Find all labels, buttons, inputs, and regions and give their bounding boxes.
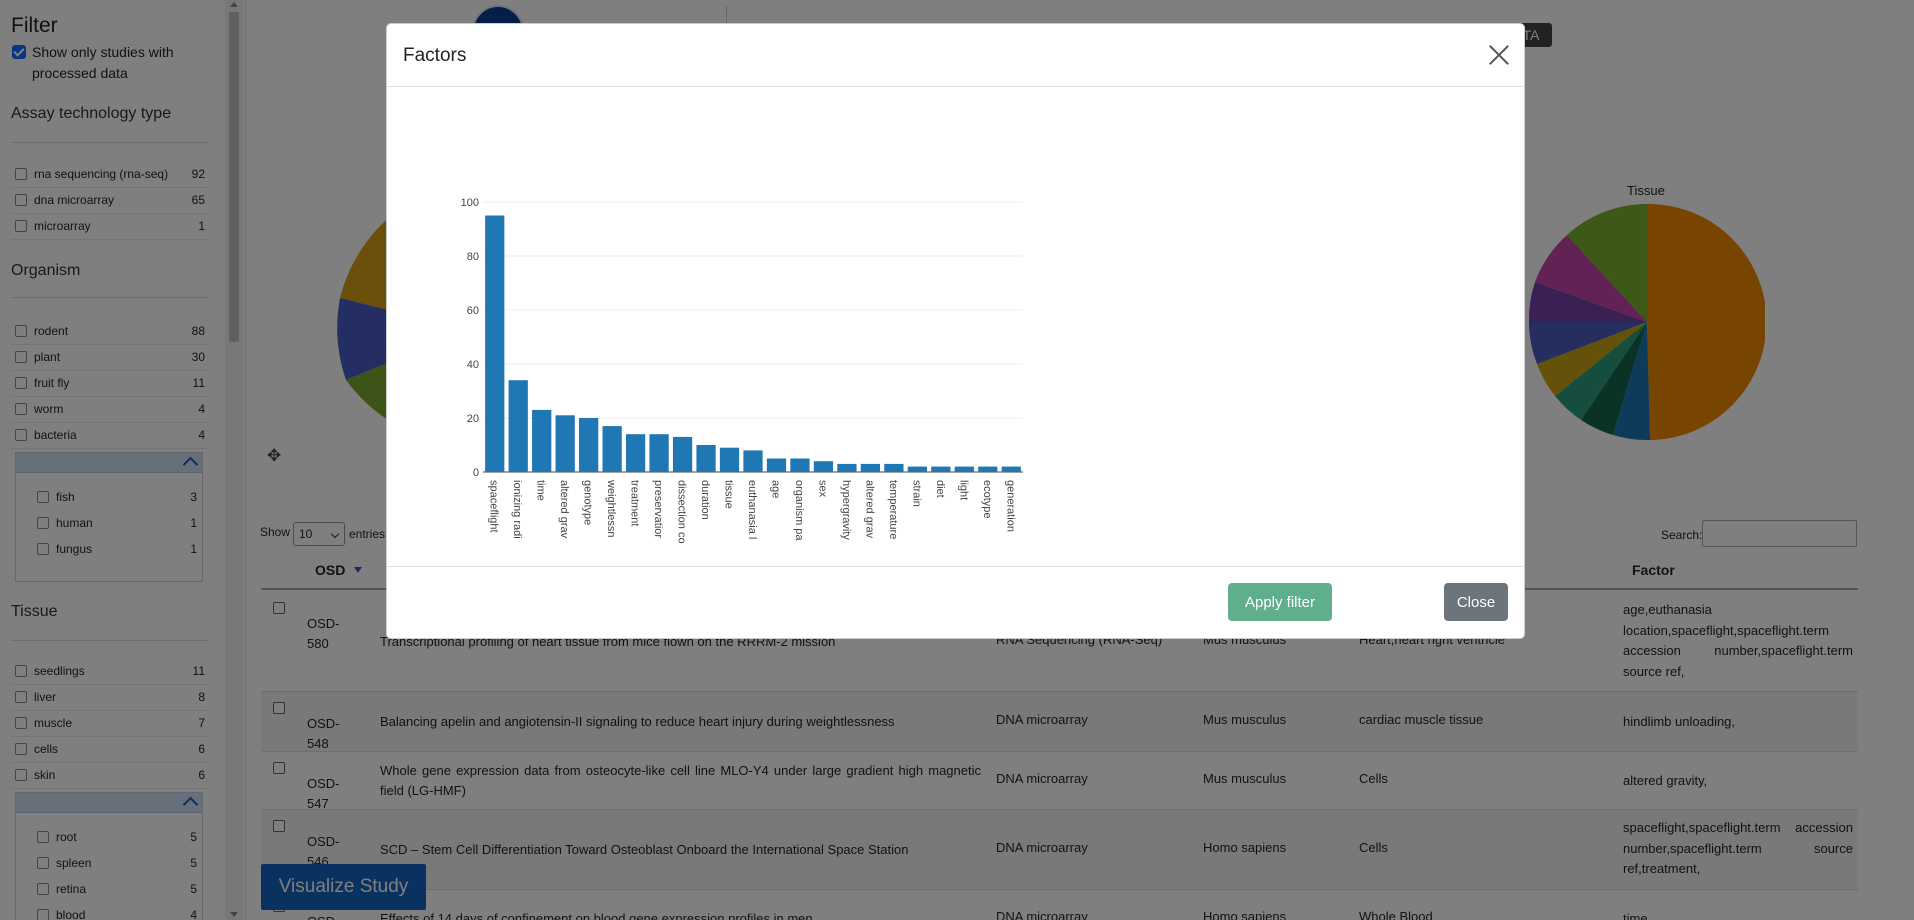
close-icon[interactable] <box>1488 44 1510 66</box>
x-tick-label: altered grav <box>558 480 570 539</box>
x-tick-label: age <box>769 480 781 498</box>
bar-6 <box>625 434 646 472</box>
x-tick-label: hypergravity <box>840 480 852 540</box>
factors-bar-chart: 0 20 40 60 80 100 spaceflight ionizing radi time… <box>461 197 1023 544</box>
bar-12 <box>766 458 787 472</box>
x-tick-label: time <box>535 480 547 501</box>
bar-15 <box>837 463 857 472</box>
bar-14 <box>813 461 834 472</box>
bar-9 <box>696 445 716 472</box>
x-tick-label: light <box>957 480 969 500</box>
y-tick-label: 40 <box>467 359 479 371</box>
x-tick-label: temperature <box>887 480 899 539</box>
y-tick-label: 0 <box>473 467 479 479</box>
modal-header: Factors <box>387 24 1524 87</box>
bar-2 <box>532 409 552 472</box>
x-tick-label: dissection co <box>676 480 688 544</box>
apply-filter-button[interactable]: Apply filter <box>1228 583 1332 621</box>
x-tick-label: generation <box>1004 480 1016 532</box>
x-tick-label: preservatior <box>652 480 664 538</box>
modal-footer: Apply filter Close <box>387 566 1524 638</box>
x-tick-label: organism pa <box>793 480 805 541</box>
bar-4 <box>579 418 599 472</box>
modal-title: Factors <box>403 45 467 66</box>
bar-11 <box>743 450 763 472</box>
bar-21 <box>978 466 998 472</box>
y-tick-label: 60 <box>467 305 479 317</box>
bar-16 <box>860 463 881 472</box>
bar-18 <box>907 466 927 472</box>
bar-17 <box>884 463 904 472</box>
factors-modal: Factors 0 20 40 60 80 100 spaceflight ionizing … <box>386 23 1525 639</box>
x-tick-label: tissue <box>723 480 735 509</box>
close-button[interactable]: Close <box>1444 583 1508 621</box>
x-tick-label: treatment <box>629 480 641 526</box>
bar-10 <box>719 447 740 472</box>
y-tick-label: 100 <box>461 197 479 209</box>
bar-0 <box>485 215 505 472</box>
bar-8 <box>672 436 693 472</box>
bar-7 <box>649 434 669 472</box>
x-tick-label: ionizing radi <box>511 480 523 539</box>
bar-1 <box>508 380 528 472</box>
y-tick-label: 80 <box>467 251 479 263</box>
x-tick-label: euthanasia l <box>746 480 758 539</box>
x-tick-label: strain <box>910 480 922 507</box>
x-tick-label: sex <box>816 480 828 498</box>
x-tick-label: ecotype <box>981 480 993 519</box>
bar-3 <box>555 415 575 472</box>
x-tick-label: altered grav <box>863 480 875 539</box>
x-tick-label: weightlessn <box>605 479 617 537</box>
bar-5 <box>602 426 622 472</box>
bar-19 <box>931 466 951 472</box>
bar-20 <box>954 466 974 472</box>
y-tick-label: 20 <box>467 413 479 425</box>
bar-13 <box>790 458 810 472</box>
x-tick-label: diet <box>934 480 946 498</box>
x-tick-label: genotype <box>582 480 594 525</box>
bar-22 <box>1001 466 1021 472</box>
x-tick-label: spaceflight <box>488 480 500 533</box>
x-tick-label: duration <box>699 480 711 520</box>
